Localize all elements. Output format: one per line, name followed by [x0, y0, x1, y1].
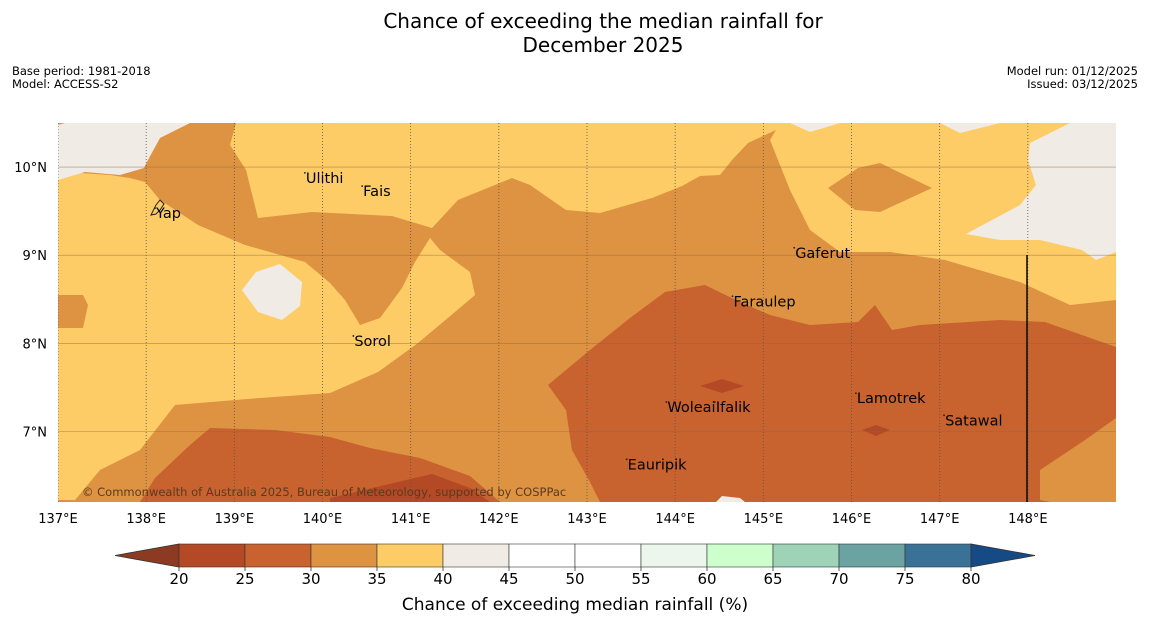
latitude-tick-label: 7°N — [23, 425, 48, 440]
colorbar-bin — [178, 543, 246, 568]
place-label-satawal: Satawal — [945, 413, 1002, 429]
place-labels: Ulithi Fais Yap Gaferut Faraulep Sorol Lamotre… — [154, 171, 1003, 473]
place-marker — [713, 401, 716, 403]
map-gridlines — [58, 123, 1116, 502]
base-info: Base period: 1981-2018 Model: ACCESS-S2 — [12, 65, 151, 90]
model-run-text: Model run: 01/12/2025 — [1006, 64, 1138, 78]
place-marker — [855, 392, 857, 395]
place-marker — [361, 185, 364, 188]
place-label-fais: Fais — [363, 184, 390, 200]
copyright-notice: © Commonwealth of Australia 2025, Bureau… — [82, 485, 566, 499]
colorbar-tick-label: 75 — [895, 570, 914, 588]
longitude-tick-label: 144°E — [655, 512, 695, 527]
colorbar-tick-label: 60 — [697, 570, 716, 588]
place-marker — [731, 295, 734, 298]
rainfall-map — [58, 123, 1116, 502]
colorbar-bin — [772, 543, 840, 568]
place-marker — [303, 171, 306, 174]
colorbar-tick-label: 40 — [433, 570, 452, 588]
colorbar-tick-label: 25 — [235, 570, 254, 588]
colorbar-bin — [904, 543, 972, 568]
longitude-tick-label: 141°E — [391, 512, 431, 527]
colorbar-tick-label: 35 — [367, 570, 386, 588]
place-label-sorol: Sorol — [354, 334, 391, 350]
colorbar-bin — [310, 543, 378, 568]
latitude-tick-label: 9°N — [23, 249, 48, 264]
latitude-tick-label: 10°N — [14, 161, 47, 176]
longitude-tick-label: 142°E — [479, 512, 519, 527]
probability-25-30-region — [548, 285, 1116, 502]
chart-title: Chance of exceeding the median rainfall … — [0, 9, 1150, 57]
place-marker — [154, 207, 156, 210]
longitude-tick-label: 143°E — [567, 512, 607, 527]
colorbar-tick-label: 50 — [565, 570, 584, 588]
colorbar-bin — [442, 543, 510, 568]
colorbar-tick-label: 80 — [961, 570, 980, 588]
colorbar-bin — [244, 543, 312, 568]
colorbar-bin — [574, 543, 642, 568]
colorbar-bin — [376, 543, 444, 568]
colorbar-tick-label: 20 — [169, 570, 188, 588]
colorbar-bin — [640, 543, 708, 568]
place-marker — [665, 401, 668, 403]
colorbar-tick-label: 65 — [763, 570, 782, 588]
probability-40-45-region — [940, 123, 1000, 133]
colorbar-bin — [838, 543, 906, 568]
latitude-tick-label: 8°N — [23, 337, 48, 352]
longitude-tick-label: 146°E — [832, 512, 872, 527]
issued-text: Issued: 03/12/2025 — [1027, 76, 1138, 91]
place-marker — [352, 335, 355, 337]
probability-40-45-region — [242, 264, 302, 320]
place-marker — [625, 458, 628, 461]
longitude-tick-label: 140°E — [303, 512, 343, 527]
colorbar-bin — [508, 543, 576, 568]
probability-20-25-region — [862, 425, 890, 436]
place-label-faraulep: Faraulep — [733, 294, 795, 310]
longitude-tick-label: 137°E — [38, 512, 78, 527]
model-text: Model: ACCESS-S2 — [12, 76, 119, 91]
yap-island-outline — [150, 199, 165, 216]
colorbar-over-arrow — [970, 543, 1036, 568]
place-label-eauripik: Eauripik — [628, 457, 687, 473]
colorbar-title: Chance of exceeding median rainfall (%) — [402, 595, 748, 615]
probability-40-45-region — [716, 496, 745, 502]
probability-35-40-region — [770, 123, 1116, 305]
colorbar-tick-label: 30 — [301, 570, 320, 588]
probability-40-45-region — [790, 123, 840, 132]
probability-20-25-region — [330, 474, 490, 502]
longitude-axis: 137°E 138°E 139°E 140°E 141°E 142°E 143°E 144°E… — [38, 512, 1047, 527]
place-label-lamotrek: Lamotrek — [857, 391, 926, 407]
place-marker — [793, 246, 796, 249]
place-label-woleai: Woleai — [667, 400, 715, 416]
latitude-axis: 10°N 9°N 8°N 7°N — [14, 161, 47, 440]
colorbar-under-arrow — [114, 543, 180, 568]
probability-35-40-region — [58, 123, 800, 500]
colorbar-tick-label: 55 — [631, 570, 650, 588]
place-label-ulithi: Ulithi — [306, 171, 344, 187]
colorbar-tick-label: 45 — [499, 570, 518, 588]
longitude-tick-label: 148°E — [1008, 512, 1048, 527]
base-period-text: Base period: 1981-2018 — [12, 64, 151, 78]
title-line-2: December 2025 — [522, 33, 684, 57]
place-marker — [943, 414, 945, 417]
place-label-ifalik: Ifalik — [716, 400, 751, 416]
run-info: Model run: 01/12/2025 Issued: 03/12/2025 — [1007, 65, 1138, 90]
probability-30-35-region — [828, 163, 932, 212]
probability-40-45-region — [58, 123, 190, 180]
probability-20-25-region — [700, 379, 744, 393]
probability-40-45-region — [966, 123, 1116, 260]
longitude-tick-label: 138°E — [126, 512, 166, 527]
place-label-yap: Yap — [155, 206, 181, 222]
colorbar: 20 25 30 35 40 45 50 55 60 65 70 75 80 — [114, 543, 1036, 588]
colorbar-tick-label: 70 — [829, 570, 848, 588]
longitude-tick-label: 139°E — [215, 512, 255, 527]
longitude-tick-label: 147°E — [920, 512, 960, 527]
colorbar-bin — [706, 543, 774, 568]
probability-30-35-region — [58, 295, 88, 328]
place-label-gaferut: Gaferut — [795, 246, 850, 262]
title-line-1: Chance of exceeding the median rainfall … — [383, 9, 823, 33]
longitude-tick-label: 145°E — [744, 512, 784, 527]
